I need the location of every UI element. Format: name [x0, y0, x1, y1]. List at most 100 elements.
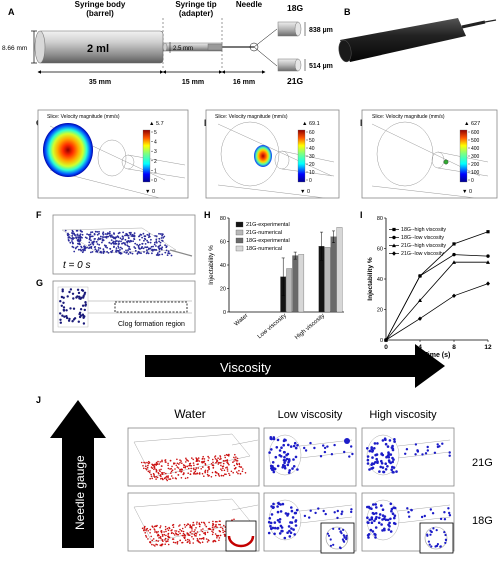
- particle: [226, 460, 229, 462]
- dark-syringe-body: [340, 18, 466, 62]
- particle: [342, 534, 345, 537]
- particle: [287, 458, 291, 461]
- gauge-21g-diameter: 514 µm: [309, 63, 333, 70]
- colorbar-tick-label: 60: [309, 130, 315, 136]
- particle: [62, 306, 66, 309]
- particle: [225, 467, 227, 469]
- particle: [296, 444, 299, 447]
- needle-label: Needle: [236, 0, 263, 9]
- particle: [271, 461, 275, 464]
- particle: [235, 460, 238, 462]
- particle: [283, 451, 286, 454]
- particle: [157, 530, 159, 533]
- particle: [83, 245, 86, 248]
- particle: [180, 477, 183, 479]
- particle: [154, 248, 156, 251]
- particle: [71, 320, 74, 323]
- particle: [132, 240, 135, 243]
- particle: [154, 525, 157, 527]
- particle: [144, 235, 147, 238]
- particle: [208, 521, 210, 524]
- y-tick-label: 0: [223, 310, 226, 316]
- particle: [196, 458, 198, 461]
- slice-label: Slice: Velocity magnitude (mm/s): [372, 114, 445, 120]
- particle: [384, 462, 388, 466]
- particle: [162, 478, 164, 481]
- particle: [196, 463, 198, 466]
- legend-marker: [392, 227, 396, 232]
- particle: [351, 452, 354, 456]
- particle: [206, 471, 209, 473]
- particle: [184, 526, 187, 528]
- particle: [144, 246, 147, 249]
- particle: [194, 529, 196, 531]
- particle: [188, 534, 191, 536]
- particle: [172, 541, 175, 544]
- particle: [242, 468, 244, 470]
- colorbar-tick-label: 0: [471, 178, 474, 184]
- bar: [298, 254, 305, 313]
- particle: [159, 470, 161, 473]
- particle: [155, 476, 158, 478]
- particle: [89, 235, 91, 238]
- column-label-low-viscosity: Low viscosity: [278, 409, 343, 421]
- particle: [165, 478, 168, 481]
- particle: [426, 534, 429, 537]
- particle: [287, 471, 291, 474]
- particle: [115, 242, 118, 245]
- colorbar-tick-label: 50: [309, 138, 315, 144]
- particle: [158, 237, 161, 240]
- particle: [192, 462, 195, 464]
- particle: [160, 530, 163, 532]
- particle: [293, 441, 297, 445]
- particle: [218, 537, 221, 539]
- particle: [244, 472, 247, 474]
- particle: [444, 533, 447, 537]
- particle: [167, 476, 169, 479]
- particle: [136, 252, 139, 255]
- particle: [350, 445, 353, 448]
- particle: [116, 235, 119, 238]
- particle: [161, 253, 164, 256]
- particle: [430, 545, 433, 548]
- particle: [272, 502, 275, 506]
- particle: [279, 524, 283, 528]
- particle: [269, 521, 273, 525]
- particle: [163, 531, 165, 533]
- colorbar-min: ▼ 0: [145, 189, 155, 195]
- particle: [384, 442, 388, 446]
- particle: [211, 530, 213, 532]
- particle: [272, 467, 276, 471]
- particle: [199, 537, 201, 540]
- particle: [127, 237, 130, 240]
- particle: [220, 457, 222, 460]
- particle: [150, 245, 153, 248]
- particle: [147, 464, 149, 467]
- particle: [381, 518, 384, 521]
- particle: [408, 515, 411, 518]
- particle: [145, 468, 148, 471]
- particle: [176, 466, 179, 468]
- particle: [152, 245, 155, 248]
- particle: [443, 511, 446, 514]
- particle: [292, 458, 295, 461]
- particle: [129, 252, 132, 254]
- particle: [91, 231, 94, 234]
- particle: [391, 460, 395, 464]
- particle: [326, 445, 329, 448]
- particle: [145, 529, 147, 532]
- particle: [421, 453, 424, 456]
- particle: [214, 471, 217, 473]
- series-line: [385, 261, 488, 341]
- particle: [200, 468, 202, 470]
- particle-cloud: [59, 288, 88, 325]
- panel-j-letter: J: [36, 395, 41, 405]
- particle: [162, 540, 164, 542]
- particle: [366, 462, 370, 465]
- viscosity-arrow: [145, 344, 445, 388]
- particle: [129, 233, 132, 236]
- particle: [91, 241, 94, 244]
- particle: [322, 444, 325, 447]
- particle: [67, 319, 71, 322]
